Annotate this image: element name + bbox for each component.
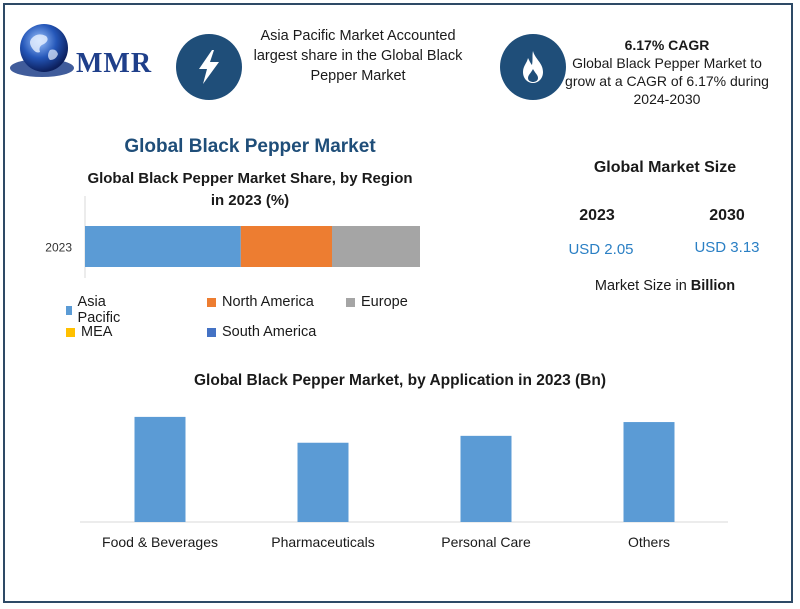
category-label: 2023	[45, 241, 72, 255]
legend-swatch	[207, 327, 216, 337]
tick-label: Personal Care	[441, 534, 531, 550]
legend-item-europe: Europe	[346, 294, 408, 310]
legend-swatch	[207, 297, 216, 307]
region-chart-title: Global Black Pepper Market Share, by Reg…	[87, 170, 413, 209]
infographic-frame	[3, 3, 793, 603]
tick-label: Pharmaceuticals	[271, 534, 375, 550]
globe-logo-icon	[10, 24, 74, 77]
legend-item-north-america: North America	[207, 294, 314, 310]
flame-icon	[523, 51, 543, 83]
cagr-text: Global Black Pepper Market to grow at a …	[565, 55, 769, 107]
market-size-title: Global Market Size	[593, 159, 737, 176]
unit-bold: Billion	[690, 278, 736, 294]
region-share-chart: 2023	[45, 196, 420, 278]
legend-swatch	[66, 305, 72, 315]
bar-segment-north-america	[240, 226, 332, 267]
legend-label: MEA	[81, 324, 113, 340]
unit-prefix: Market Size in	[594, 278, 687, 294]
bar-personal-care	[460, 435, 512, 522]
cagr-highlight: 6.17% CAGR Global Black Pepper Market to…	[562, 36, 772, 108]
bar-pharmaceuticals	[297, 442, 349, 522]
highlight-icon-circle	[176, 34, 242, 100]
legend-swatch	[66, 327, 75, 337]
market-value-2023: USD 2.05	[568, 241, 634, 258]
tick-label: Others	[628, 534, 670, 550]
bar-food-beverages	[134, 416, 186, 522]
legend-label: North America	[222, 294, 314, 310]
legend-label: Europe	[361, 294, 408, 310]
legend-label: Asia Pacific	[77, 294, 121, 326]
market-value-2030: USD 3.13	[694, 239, 760, 256]
company-logo: MMR	[10, 18, 160, 88]
logo-text: MMR	[76, 48, 153, 79]
legend-item-asia-pacific: Asia Pacific	[66, 294, 124, 326]
market-year-2023: 2023	[579, 207, 615, 224]
bar-segment-europe	[332, 226, 420, 267]
legend-swatch	[346, 297, 355, 307]
legend-item-south-america: South America	[207, 324, 316, 340]
legend-item-mea: MEA	[66, 324, 112, 340]
application-chart: Food & Beverages Pharmaceuticals Personal …	[80, 416, 728, 550]
cagr-title: 6.17% CAGR	[624, 37, 710, 53]
legend-label: South America	[222, 324, 317, 340]
bar-segment-asia-pacific	[85, 226, 241, 267]
application-chart-title: Global Black Pepper Market, by Applicati…	[194, 372, 606, 389]
bar-others	[623, 422, 675, 522]
market-year-2030: 2030	[709, 207, 745, 224]
market-size-unit: Market Size in Billion	[560, 278, 770, 294]
page-title: Global Black Pepper Market	[124, 136, 376, 157]
lightning-bolt-icon	[199, 50, 219, 84]
tick-label: Food & Beverages	[102, 534, 218, 550]
highlight-text-asia-pacific: Asia Pacific Market Accounted largest sh…	[253, 28, 463, 84]
cagr-icon-circle	[500, 34, 566, 100]
